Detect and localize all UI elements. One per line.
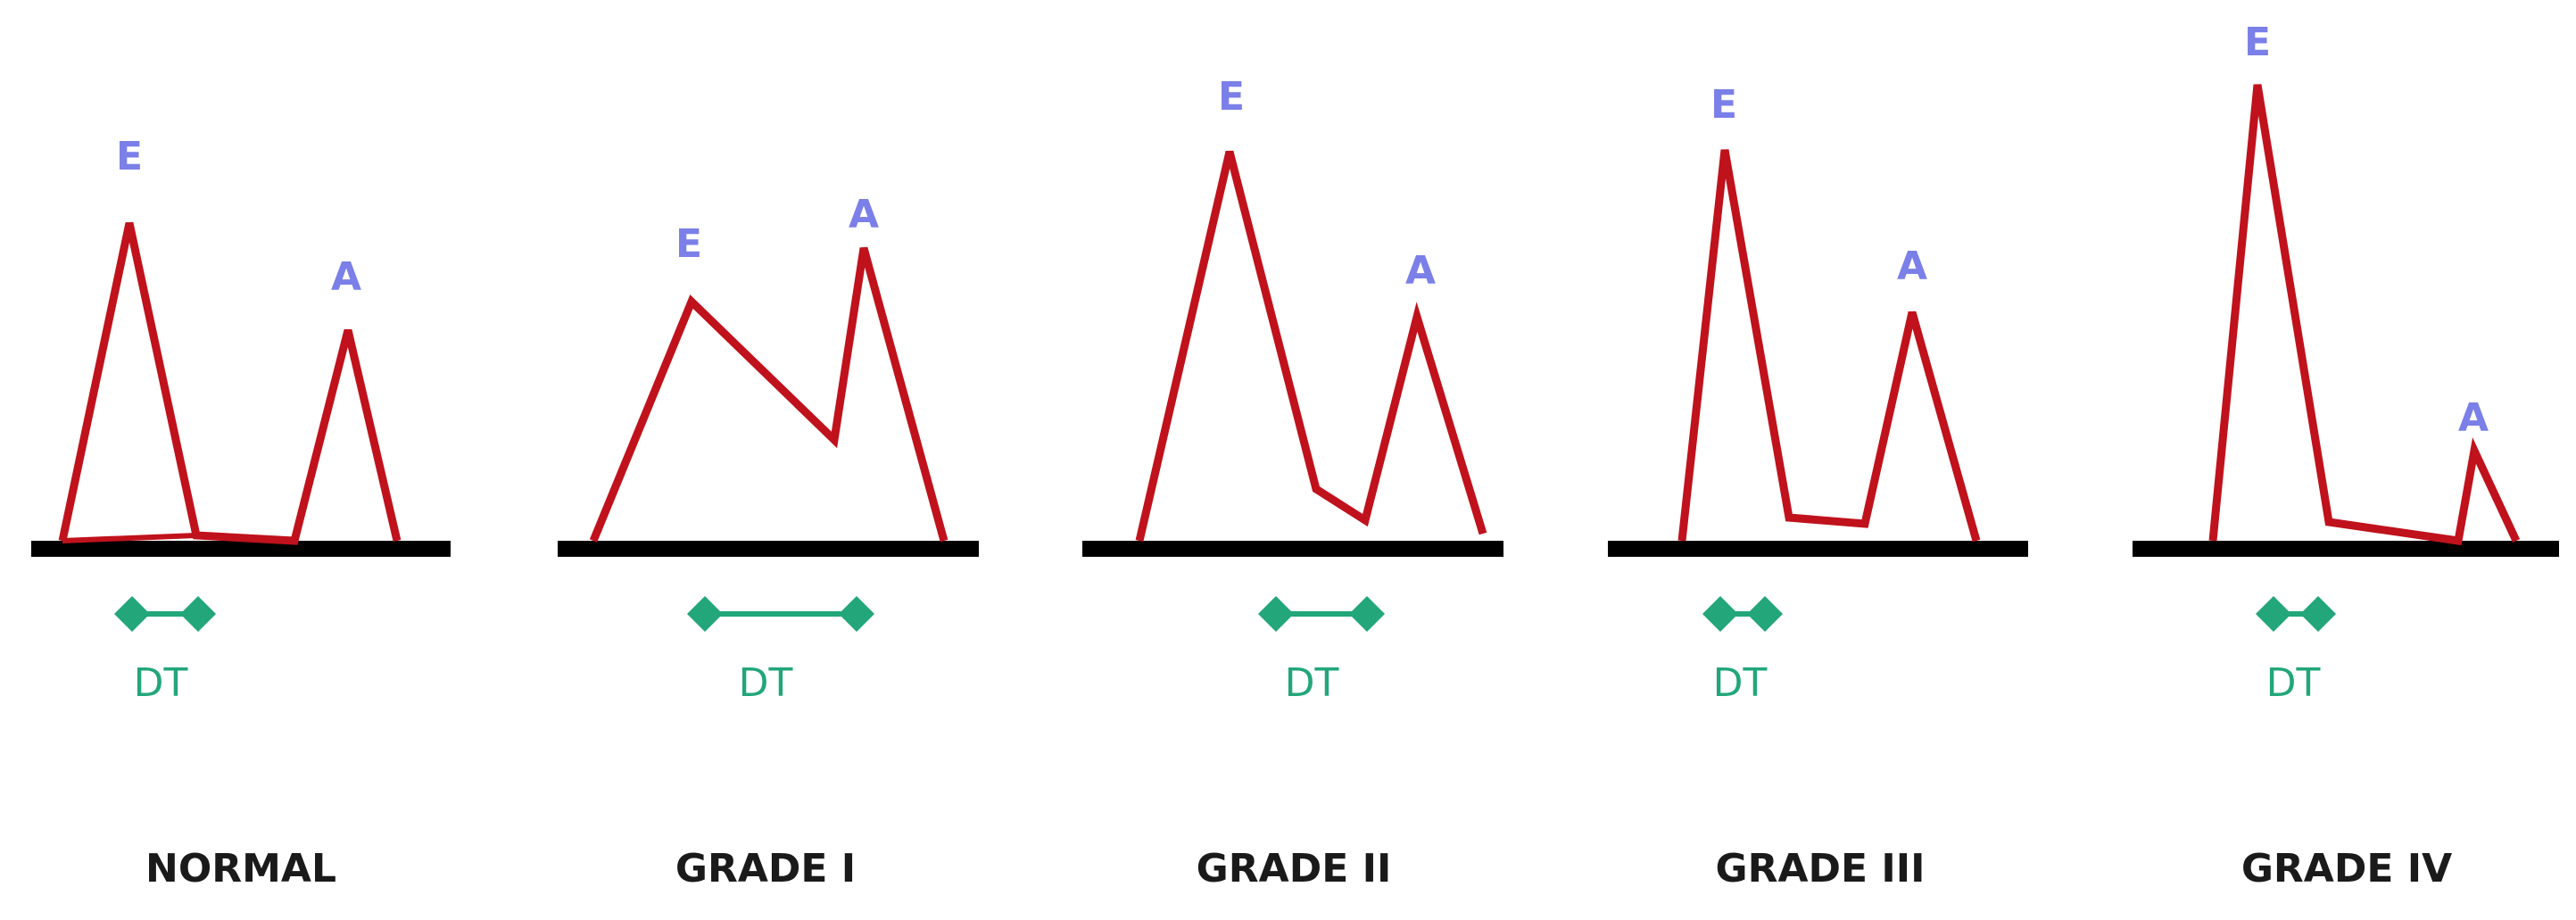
dt-end-diamond — [180, 596, 216, 632]
dt-start-diamond — [1258, 596, 1294, 632]
mitral-inflow-tail — [62, 532, 295, 543]
panel-grade-iii: E A DT — [1608, 82, 2028, 706]
e-wave-label: E — [675, 221, 702, 267]
panel-grade-ii: E A DT — [1082, 74, 1503, 706]
dt-start-diamond — [1702, 596, 1738, 632]
e-wave-label: E — [2244, 20, 2271, 65]
deceleration-time-marker — [1258, 596, 1385, 632]
a-wave-label: A — [331, 254, 361, 300]
panel-title-grade-ii: GRADE II — [1196, 846, 1392, 891]
dt-start-diamond — [114, 596, 150, 632]
dt-end-diamond — [839, 596, 874, 632]
dt-start-diamond — [687, 596, 723, 632]
a-wave-label: A — [2458, 395, 2489, 441]
mitral-inflow-waveform — [1135, 150, 1487, 543]
deceleration-time-marker — [2256, 596, 2336, 632]
dt-label: DT — [1713, 660, 1768, 706]
deceleration-time-marker — [1702, 596, 1783, 632]
dt-label: DT — [1285, 660, 1339, 706]
a-wave-label: A — [1405, 248, 1436, 294]
e-wave-label: E — [116, 134, 143, 179]
dt-label: DT — [739, 660, 793, 706]
dt-label: DT — [134, 660, 188, 706]
mitral-inflow-waveform — [589, 246, 948, 543]
a-wave-label: A — [1897, 244, 1927, 289]
panel-title-normal: NORMAL — [145, 846, 336, 891]
dt-end-diamond — [2300, 596, 2336, 632]
deceleration-time-marker — [687, 596, 874, 632]
e-wave-label: E — [1710, 82, 1737, 128]
dt-start-diamond — [2256, 596, 2291, 632]
panel-grade-i: E A DT — [558, 192, 979, 706]
dt-end-diamond — [1349, 596, 1385, 632]
panel-normal: E A DT — [31, 134, 451, 706]
mitral-inflow-waveform — [2208, 84, 2521, 546]
panel-grade-iv: E A DT — [2133, 20, 2559, 706]
e-wave-label: E — [1218, 74, 1245, 120]
dt-label: DT — [2266, 660, 2321, 706]
dt-end-diamond — [1747, 596, 1783, 632]
panel-title-grade-iv: GRADE IV — [2241, 846, 2453, 891]
deceleration-time-marker — [114, 596, 216, 632]
mitral-inflow-waveform — [1677, 149, 1981, 543]
a-wave-label: A — [849, 192, 879, 237]
panel-title-grade-iii: GRADE III — [1715, 846, 1926, 891]
panel-title-grade-i: GRADE I — [675, 846, 857, 891]
